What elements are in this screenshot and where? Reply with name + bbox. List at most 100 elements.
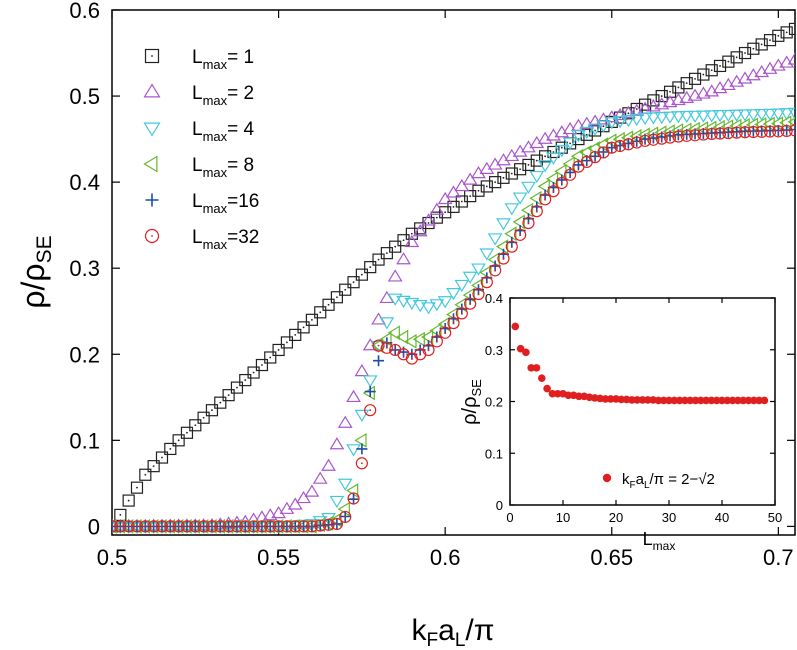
inset-data-point [734, 396, 742, 405]
data-point-lmax-1 [572, 132, 585, 146]
data-point-lmax-1-dot [360, 273, 363, 276]
data-point-lmax-2 [296, 490, 311, 504]
data-point-lmax-2 [287, 497, 303, 510]
inset-data-point [702, 396, 710, 405]
data-point-lmax-32-dot [136, 525, 138, 528]
legend-label: Lmax= 2 [192, 83, 254, 108]
data-point-lmax-32 [539, 193, 552, 206]
inset-x-tick-label: 40 [715, 510, 729, 525]
y-tick-label: 0.2 [69, 342, 100, 367]
data-point-lmax-1-dot [211, 409, 213, 412]
data-point-lmax-32 [180, 520, 194, 533]
data-point-lmax-1-dot [177, 439, 180, 442]
data-point-lmax-1-dot [161, 456, 163, 459]
data-point-lmax-2 [329, 437, 345, 450]
data-point-lmax-1 [497, 171, 510, 184]
data-point-lmax-32-dot [785, 130, 788, 132]
inset-legend-marker [602, 473, 612, 483]
data-point-lmax-1-dot [744, 52, 746, 54]
x-tick-label: 0.5 [97, 545, 128, 570]
inset-data-point [575, 392, 583, 401]
data-point-lmax-2 [421, 213, 436, 226]
data-point-lmax-32-dot [627, 143, 630, 146]
data-point-lmax-32-dot [585, 161, 588, 163]
data-point-lmax-1 [239, 373, 252, 387]
data-point-lmax-1-dot [202, 416, 205, 419]
data-point-lmax-32 [280, 520, 294, 533]
data-point-lmax-32 [114, 520, 127, 533]
data-point-lmax-2 [629, 103, 645, 116]
inset-data-point [691, 396, 700, 405]
data-point-lmax-1-dot [394, 245, 397, 248]
data-point-lmax-32 [205, 520, 219, 533]
data-point-lmax-32 [697, 128, 710, 141]
data-point-lmax-32-dot [211, 525, 213, 528]
y-tick-label: 0.5 [69, 84, 100, 109]
inset-data-point [553, 389, 562, 398]
data-point-lmax-1 [197, 411, 210, 424]
data-point-lmax-32-dot [385, 346, 388, 349]
data-point-lmax-1 [505, 167, 518, 180]
data-point-lmax-32 [230, 520, 244, 533]
data-point-lmax-1-dot [136, 486, 138, 489]
data-point-lmax-1-dot [144, 473, 147, 476]
data-point-lmax-1 [172, 434, 185, 447]
data-point-lmax-4 [745, 109, 761, 122]
data-point-lmax-1-dot [186, 431, 188, 434]
data-point-lmax-8 [745, 117, 759, 133]
data-point-lmax-1 [280, 336, 294, 349]
data-point-lmax-32-dot [502, 257, 505, 260]
data-point-lmax-32-dot [594, 156, 596, 159]
data-point-lmax-1-dot [277, 349, 280, 351]
data-point-lmax-32-dot [236, 525, 238, 528]
data-point-lmax-8 [579, 145, 592, 160]
data-point-lmax-1-dot [660, 95, 663, 97]
data-point-lmax-1-dot [385, 252, 388, 255]
data-point-lmax-4 [429, 299, 445, 312]
data-point-lmax-32 [289, 520, 302, 533]
inset-data-point [723, 396, 732, 405]
data-point-lmax-2 [429, 202, 445, 215]
data-point-lmax-32 [613, 139, 627, 153]
data-point-lmax-8 [429, 323, 442, 338]
inset-data-point [681, 396, 689, 405]
legend-item-lmax-32: Lmax=32 [144, 227, 259, 252]
data-point-lmax-1 [272, 343, 285, 357]
data-point-lmax-4 [662, 111, 678, 124]
data-point-lmax-4 [554, 145, 570, 158]
data-point-lmax-1 [147, 460, 160, 473]
data-point-lmax-1-dot [127, 499, 130, 502]
data-point-lmax-1-dot [569, 142, 572, 145]
data-point-lmax-32 [555, 176, 568, 190]
data-point-lmax-8 [537, 179, 550, 194]
data-point-lmax-1-dot [377, 258, 380, 261]
data-point-lmax-2 [787, 52, 795, 65]
data-point-lmax-32-dot [152, 525, 155, 528]
data-point-lmax-32 [647, 133, 660, 146]
data-point-lmax-32-dot [760, 130, 763, 133]
data-point-lmax-1-dot [410, 232, 413, 235]
data-point-lmax-1-dot [244, 379, 247, 381]
inset-data-point [755, 396, 763, 405]
inset-legend-item: kFaL/π = 2−√2 [602, 471, 715, 491]
data-point-lmax-1-dot [327, 303, 330, 306]
data-point-lmax-32 [663, 131, 677, 144]
data-point-lmax-1-dot [560, 146, 563, 149]
data-point-lmax-1-dot [594, 129, 596, 132]
data-point-lmax-4 [562, 137, 578, 150]
data-point-lmax-32-dot [294, 525, 297, 528]
data-point-lmax-32-dot [685, 134, 688, 137]
data-point-lmax-1-dot [552, 151, 555, 153]
data-point-lmax-32-dot [510, 245, 513, 248]
data-point-lmax-1 [747, 42, 760, 55]
data-point-lmax-32-dot [277, 525, 280, 528]
data-point-lmax-1 [697, 68, 710, 81]
data-point-lmax-1-dot [527, 164, 530, 166]
data-point-lmax-32 [672, 130, 685, 143]
data-point-lmax-32-dot [494, 269, 497, 272]
data-point-lmax-1 [189, 419, 202, 432]
data-point-lmax-1-dot [719, 65, 721, 67]
data-point-lmax-32 [247, 520, 260, 533]
data-point-lmax-32-dot [435, 340, 438, 343]
data-point-lmax-4 [787, 107, 795, 120]
